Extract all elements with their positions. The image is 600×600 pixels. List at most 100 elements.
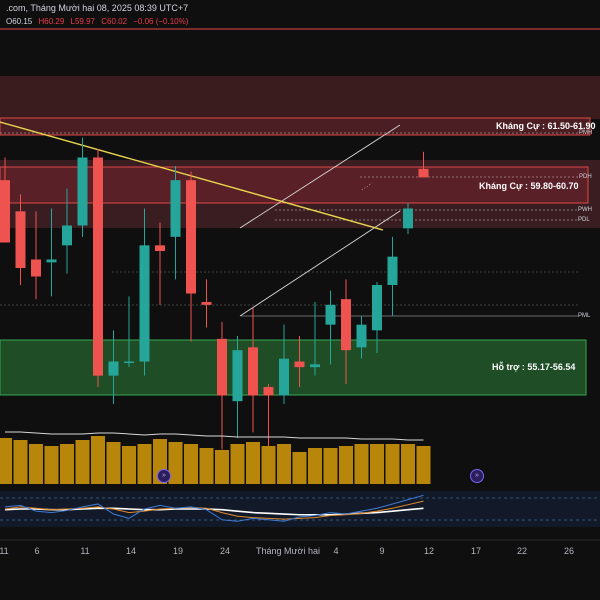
candle (15, 194, 26, 285)
x-tick-label: 12 (423, 546, 435, 556)
pmh-tag: PMH (579, 130, 593, 136)
candle-body (124, 361, 134, 363)
candle-body (93, 157, 103, 376)
candle-body (77, 157, 88, 226)
candle (279, 324, 289, 404)
volume-bar (122, 446, 136, 484)
x-tick-label: 17 (470, 546, 482, 556)
candle-body (232, 350, 243, 402)
candle (403, 202, 413, 234)
x-tick-label: Tháng Mười hai (256, 546, 320, 556)
pwh-tag: PWH (578, 207, 592, 213)
pdl-tag: PDL (578, 217, 590, 223)
candle (232, 336, 243, 438)
x-tick-label: 6 (34, 546, 40, 556)
candle (46, 208, 57, 297)
candle-body (108, 361, 119, 376)
candle-body (62, 225, 72, 246)
candle-body (31, 259, 41, 277)
ohlc-close: C60.02 (101, 17, 128, 26)
candle-body (341, 299, 351, 351)
symbol-date-line: .com, Tháng Mười hai 08, 2025 08:39 UTC+… (6, 3, 189, 13)
candle (387, 236, 398, 317)
candle-body (403, 208, 413, 229)
candle (0, 157, 10, 243)
resistance-high-label: Kháng Cự : 61.50-61.90 (496, 121, 596, 131)
scroll-forward-icon[interactable]: » (157, 469, 171, 483)
volume-bar (323, 448, 338, 484)
ohlc-change: −0.06 (−0.10%) (133, 17, 189, 26)
x-tick-label: 9 (379, 546, 385, 556)
volume-ma-line (5, 431, 424, 441)
volume-bar (230, 444, 245, 484)
candle-body (279, 358, 289, 396)
x-tick-label: 26 (563, 546, 575, 556)
candle-body (418, 168, 429, 178)
candle-body (139, 245, 150, 362)
candle (356, 316, 367, 359)
volume-bar (215, 450, 229, 484)
x-tick-label: 24 (219, 546, 231, 556)
volume-bar (385, 444, 400, 484)
candle (170, 166, 181, 280)
volume-bar (91, 436, 105, 484)
x-tick-label: 14 (125, 546, 137, 556)
volume-bar (308, 448, 322, 484)
candle (418, 151, 429, 178)
volume-bar (370, 444, 384, 484)
resistance-mid-label: Kháng Cự : 59.80-60.70 (479, 181, 579, 191)
volume-bar (0, 438, 12, 484)
candle (108, 330, 119, 404)
channel-upper-line (239, 124, 401, 229)
volume-bar (60, 444, 74, 484)
volume-bar (184, 444, 198, 484)
volume-bar (277, 444, 291, 484)
candle (77, 137, 88, 237)
volume-group (0, 436, 431, 484)
candle (294, 336, 305, 387)
volume-bar (44, 446, 59, 484)
osc-blue-line (4, 494, 424, 522)
candle-body (186, 180, 196, 294)
volume-bar (29, 444, 43, 484)
volume-bar (137, 444, 152, 484)
volume-bar (416, 446, 431, 484)
ohlc-readout: O60.15 H60.29 L59.97 C60.02 −0.06 (−0.10… (6, 17, 192, 26)
candle-body (294, 361, 305, 368)
candle-body (15, 211, 26, 268)
volume-bar (261, 446, 276, 484)
resistance-high-zone (0, 117, 591, 136)
candle (325, 290, 336, 365)
scroll-forward-icon[interactable]: » (470, 469, 484, 483)
volume-bar (75, 440, 90, 484)
candle (217, 321, 227, 450)
candle (139, 208, 150, 376)
ohlc-low: L59.97 (70, 17, 95, 26)
candle (31, 211, 41, 300)
chart-header: .com, Tháng Mười hai 08, 2025 08:39 UTC+… (0, 0, 600, 28)
volume-bar (13, 440, 28, 484)
ohlc-open: O60.15 (6, 17, 33, 26)
volume-bar (168, 442, 183, 484)
ohlc-high: H60.29 (38, 17, 65, 26)
channel-lower-line (239, 210, 401, 317)
candle-body (217, 338, 227, 396)
volume-bar (339, 446, 353, 484)
candle (201, 279, 212, 328)
candle-body (248, 347, 258, 396)
candle-body (356, 324, 367, 348)
pml-tag: PML (578, 313, 591, 319)
candle-body (263, 387, 274, 396)
volume-bar (246, 442, 260, 484)
candle-body (201, 302, 212, 305)
candle-body (372, 285, 382, 331)
candle (93, 149, 103, 387)
x-tick-label: 11 (80, 546, 90, 556)
candle-body (310, 364, 320, 368)
volume-bar (106, 442, 121, 484)
candle (186, 171, 196, 342)
volume-bar (199, 448, 214, 484)
x-tick-label: 4 (333, 546, 339, 556)
candle (124, 296, 134, 368)
